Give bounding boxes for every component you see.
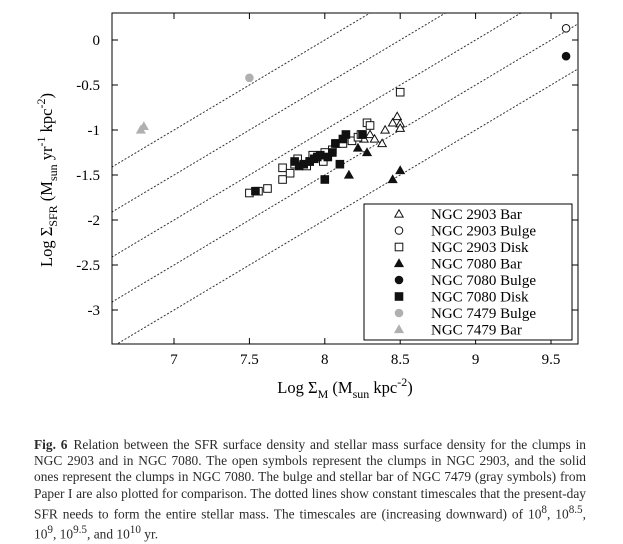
x-tick-label: 9.5 [542, 352, 561, 368]
caption-text: , and 10 [87, 526, 130, 542]
caption-sup: 8 [541, 503, 547, 516]
caption-text: Relation between the SFR surface density… [34, 437, 586, 522]
figure: 7 7.5 8 8.5 9 9.5 0 -0.5 -1 -1.5 -2 -2.5 -3 NGC 2903… [34, 12, 579, 401]
caption-text: , 10 [34, 506, 586, 542]
legend-label: NGC 2903 Disk [431, 240, 529, 256]
legend-marker [394, 242, 404, 252]
caption-sup: 9.5 [73, 524, 88, 537]
x-tick-label: 7.5 [240, 352, 259, 368]
data-point [343, 169, 354, 179]
data-point [364, 129, 376, 139]
legend-marker [394, 275, 404, 285]
data-point [365, 121, 375, 130]
data-point [320, 175, 330, 184]
x-tick-label: 7 [170, 352, 178, 368]
y-tick-label: -3 [88, 303, 101, 319]
data-point [251, 186, 260, 196]
caption-sup: 9 [47, 524, 53, 537]
timescale-line [116, 68, 578, 344]
caption-text: yr. [140, 526, 159, 542]
data-point [331, 139, 340, 148]
data-point [395, 87, 405, 97]
legend-label: NGC 2903 Bulge [431, 224, 536, 240]
data-point [323, 152, 333, 162]
legend-marker [394, 226, 404, 235]
data-point [341, 130, 351, 139]
data-point [245, 73, 254, 83]
data-point [328, 148, 337, 157]
data-point [369, 133, 380, 143]
data-point [278, 175, 287, 184]
legend-label: NGC 7080 Bulge [431, 273, 536, 289]
y-tick-label: -0.5 [76, 78, 100, 94]
y-tick-label: -2 [88, 213, 101, 229]
x-tick-label: 8 [321, 352, 329, 368]
data-point [387, 174, 398, 184]
data-points [135, 24, 571, 198]
data-point [561, 24, 571, 33]
legend-marker [393, 324, 405, 334]
figure-caption: Fig. 6 Relation between the SFR surface d… [34, 437, 586, 543]
data-point [263, 184, 272, 193]
timescale-line [112, 13, 522, 258]
legend-marker [393, 258, 405, 268]
legend-marker [393, 208, 405, 218]
legend-marker [394, 292, 404, 301]
caption-label: Fig. 6 [34, 437, 68, 452]
plot-frame [111, 12, 579, 345]
data-point [290, 157, 299, 166]
data-point [377, 138, 388, 148]
y-axis-label: Log ΣSFR (Msun yr-1 kpc-2) [34, 93, 60, 267]
data-point [315, 150, 325, 160]
data-point [285, 168, 295, 178]
x-tick-label: 8.5 [391, 352, 410, 368]
data-point [387, 117, 398, 127]
legend-marker [394, 308, 404, 318]
caption-text: , 10 [547, 506, 569, 522]
data-point [361, 147, 373, 157]
y-tick-label: -1 [88, 123, 101, 139]
data-point [358, 130, 367, 139]
legend-label: NGC 7080 Disk [431, 290, 529, 306]
data-point [278, 163, 287, 173]
data-point [380, 124, 391, 134]
data-point [561, 51, 571, 61]
axis-ticks: 7 7.5 8 8.5 9 9.5 0 -0.5 -1 -1.5 -2 -2.5 -3 [76, 13, 578, 368]
legend-label: NGC 2903 Bar [431, 207, 522, 223]
timescale-line [112, 13, 447, 213]
legend-label: NGC 7479 Bulge [431, 306, 536, 322]
caption-sup: 10 [129, 524, 141, 537]
x-axis-label: Log ΣM (Msun kpc-2) [277, 375, 412, 401]
data-point [352, 142, 364, 152]
scatter-chart: 7 7.5 8 8.5 9 9.5 0 -0.5 -1 -1.5 -2 -2.5 -3 NGC 2903… [34, 12, 579, 401]
legend-label: NGC 7080 Bar [431, 257, 522, 273]
legend-label: NGC 7479 Bar [431, 323, 522, 339]
caption-text: , 10 [52, 526, 74, 542]
data-point [395, 122, 406, 132]
x-tick-label: 9 [472, 352, 480, 368]
data-point [395, 165, 406, 175]
y-tick-label: -2.5 [76, 258, 100, 274]
caption-sup: 8.5 [568, 503, 583, 516]
timescale-line [112, 13, 372, 168]
y-tick-label: -1.5 [76, 168, 100, 184]
data-point [335, 159, 345, 169]
data-point [138, 121, 149, 131]
y-tick-label: 0 [93, 33, 101, 49]
data-point [392, 111, 403, 121]
